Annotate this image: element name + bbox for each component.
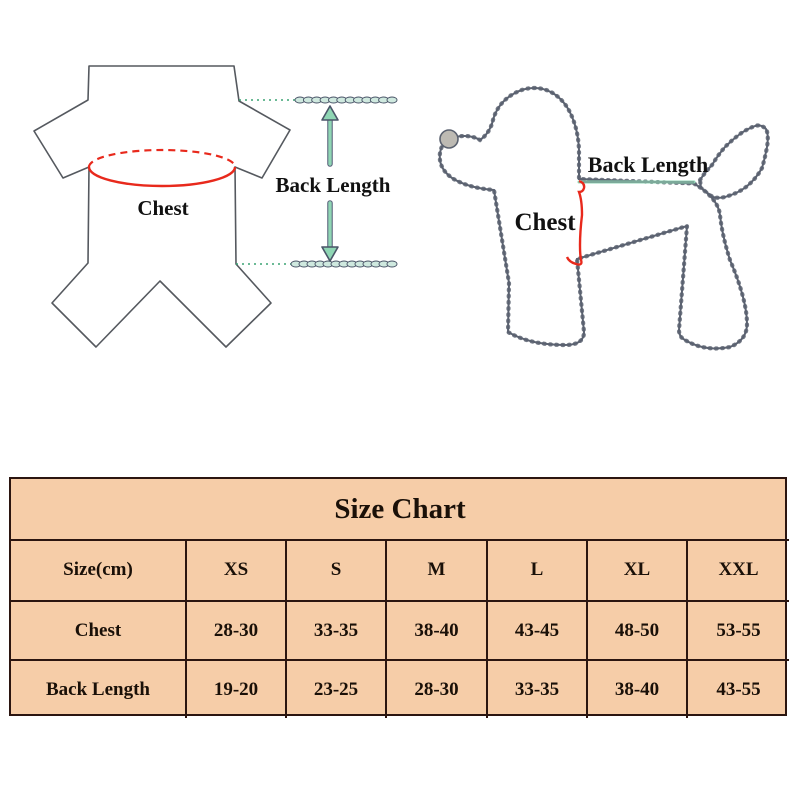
svg-text:Back Length: Back Length <box>276 173 391 197</box>
svg-text:Back Length: Back Length <box>588 152 708 177</box>
svg-text:Chest: Chest <box>137 196 188 220</box>
svg-text:Chest: Chest <box>514 209 576 236</box>
